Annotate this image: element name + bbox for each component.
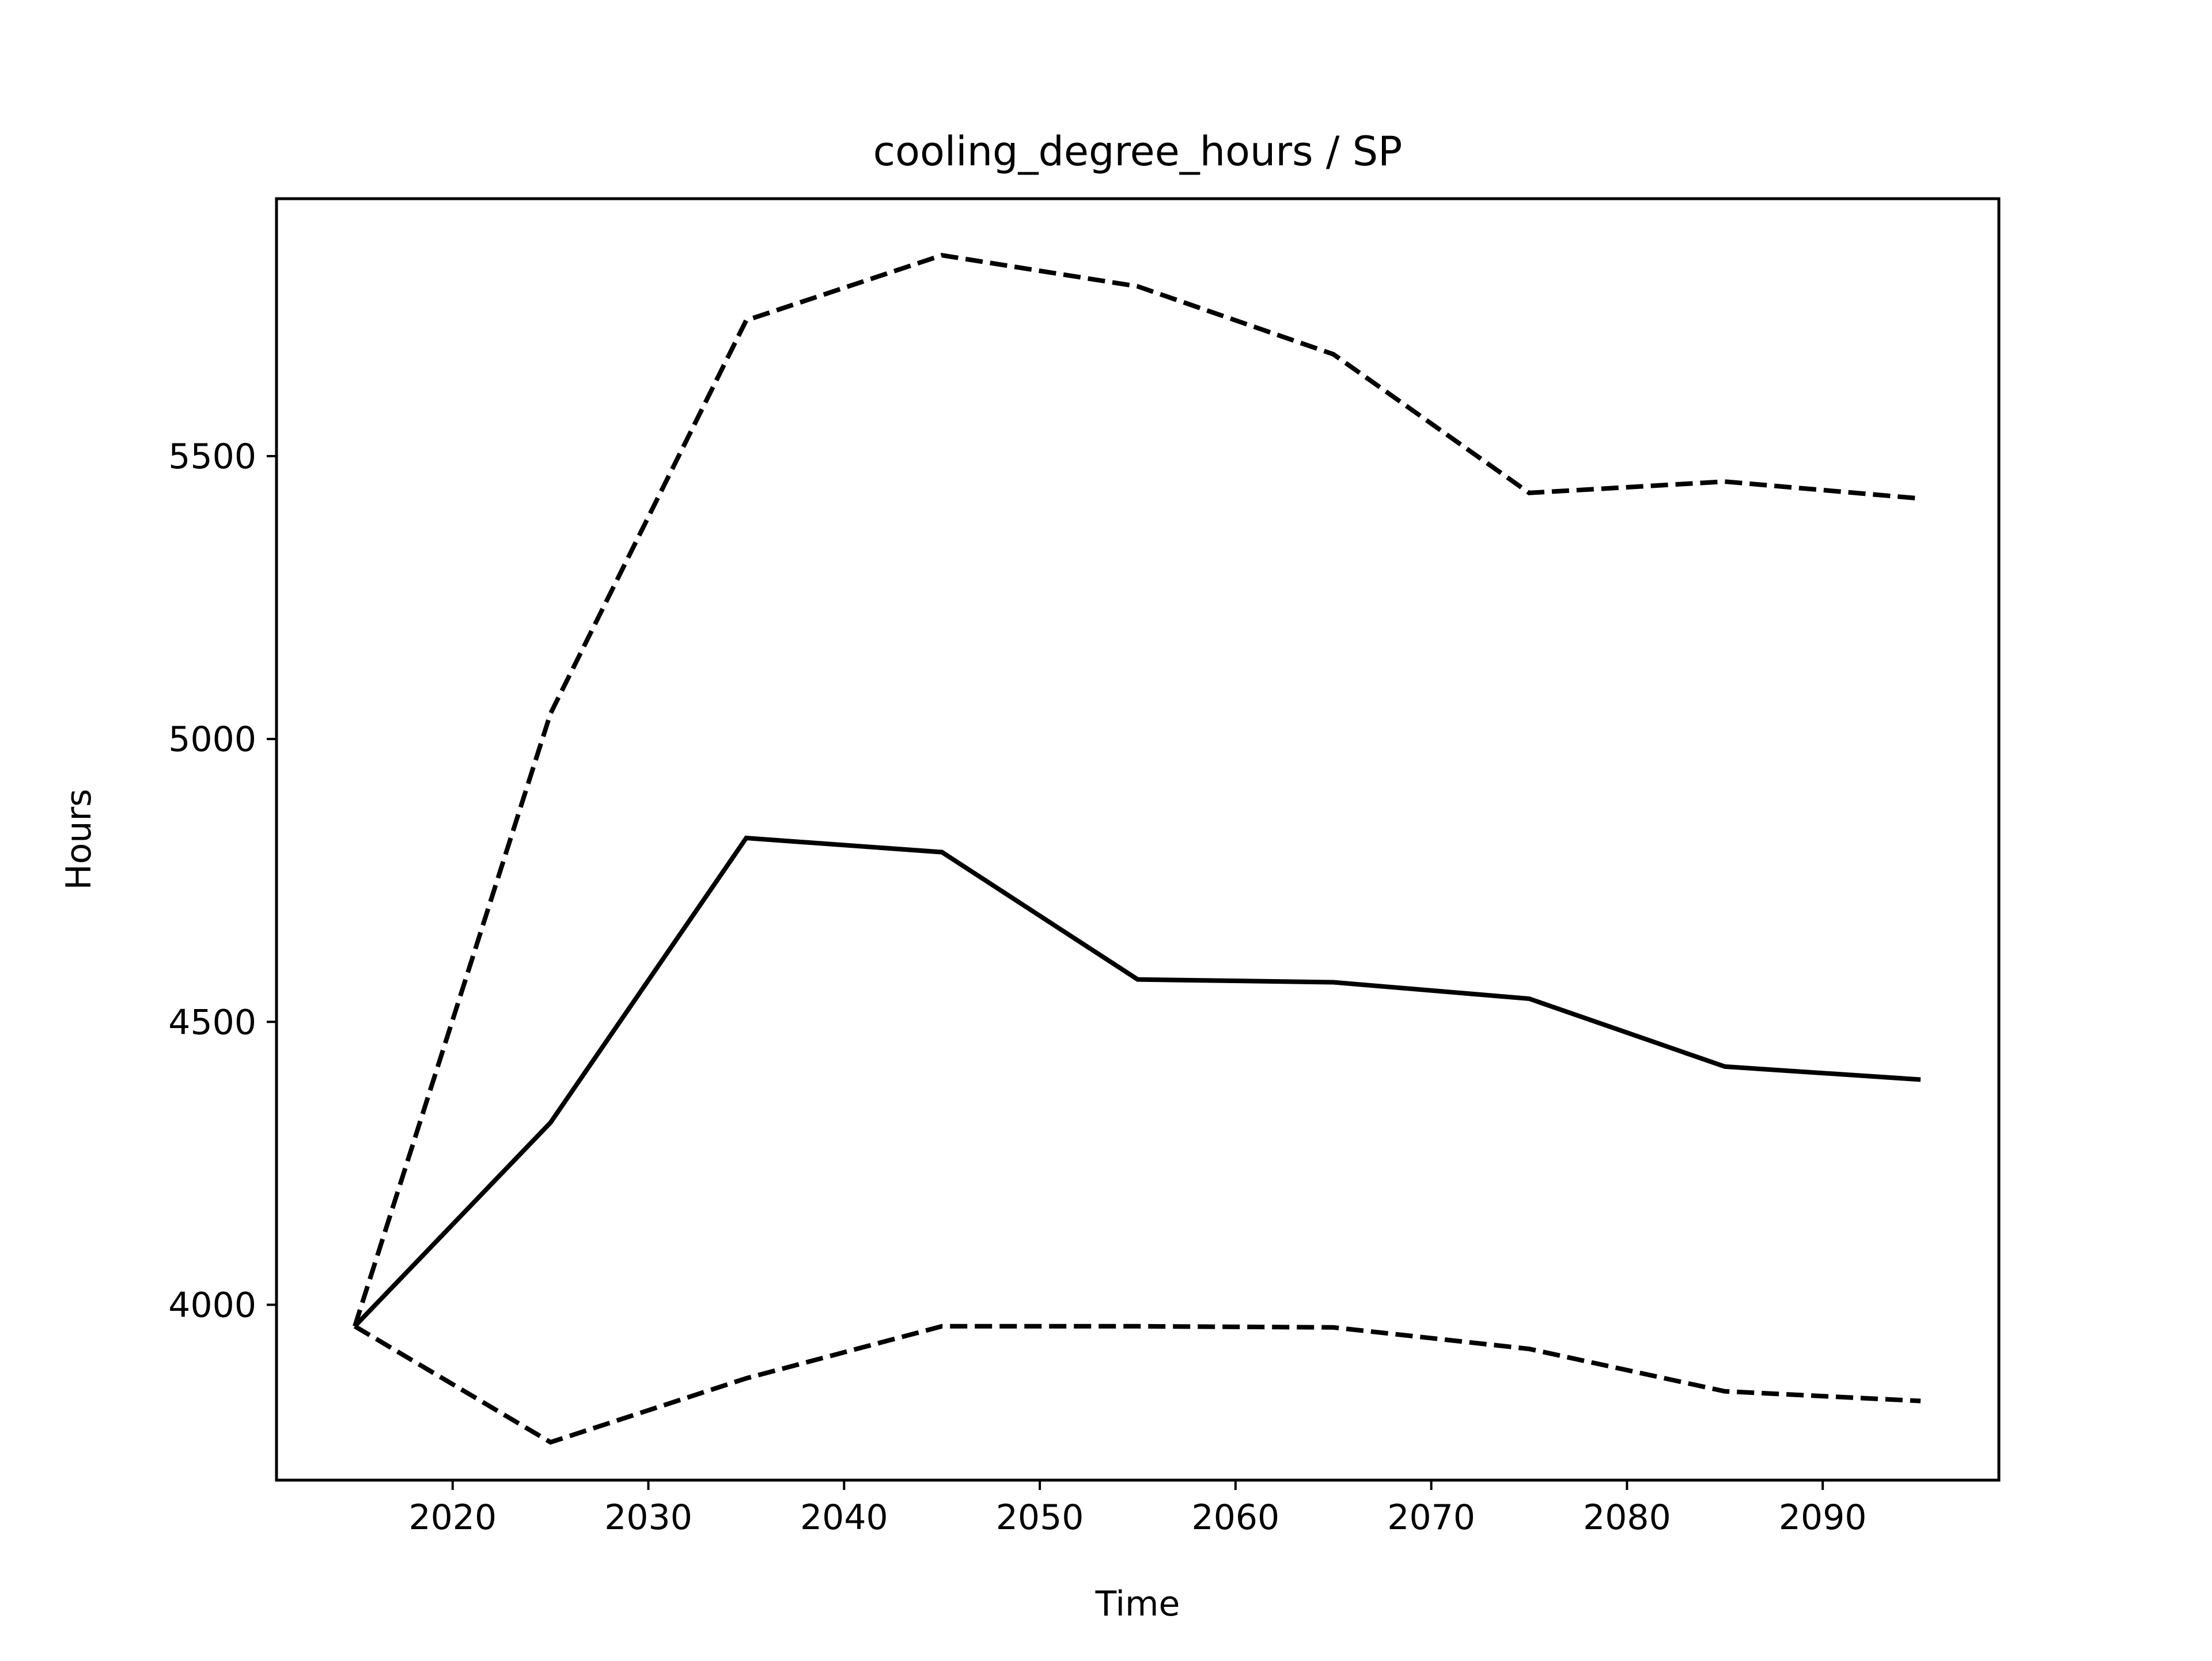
- x-tick-label: 2090: [1779, 1497, 1867, 1538]
- x-tick-label: 2060: [1192, 1497, 1280, 1538]
- x-axis-label: Time: [1095, 1584, 1180, 1624]
- x-tick-label: 2020: [408, 1497, 497, 1538]
- y-tick-label: 4000: [168, 1285, 256, 1325]
- series-layer: [353, 253, 1921, 1445]
- y-tick-label: 5500: [168, 437, 256, 477]
- ticks-layer: 2020 2030 2040 2050 2060 2070 2080 2090 4000 4500…: [168, 437, 1866, 1538]
- x-tick-label: 2050: [996, 1497, 1084, 1538]
- x-tick-label: 2030: [604, 1497, 692, 1538]
- series-line-lower: [353, 1324, 1921, 1445]
- y-tick-label: 5000: [168, 719, 256, 760]
- series-line-upper: [353, 253, 1921, 1328]
- x-tick-label: 2080: [1583, 1497, 1671, 1538]
- plot-area-frame: [275, 197, 2001, 1482]
- series-line-mean: [353, 835, 1921, 1328]
- chart-title: cooling_degree_hours / SP: [873, 128, 1403, 175]
- y-tick-label: 4500: [168, 1002, 256, 1042]
- x-tick-label: 2040: [800, 1497, 888, 1538]
- x-tick-label: 2070: [1387, 1497, 1475, 1538]
- y-axis-label: Hours: [59, 789, 99, 890]
